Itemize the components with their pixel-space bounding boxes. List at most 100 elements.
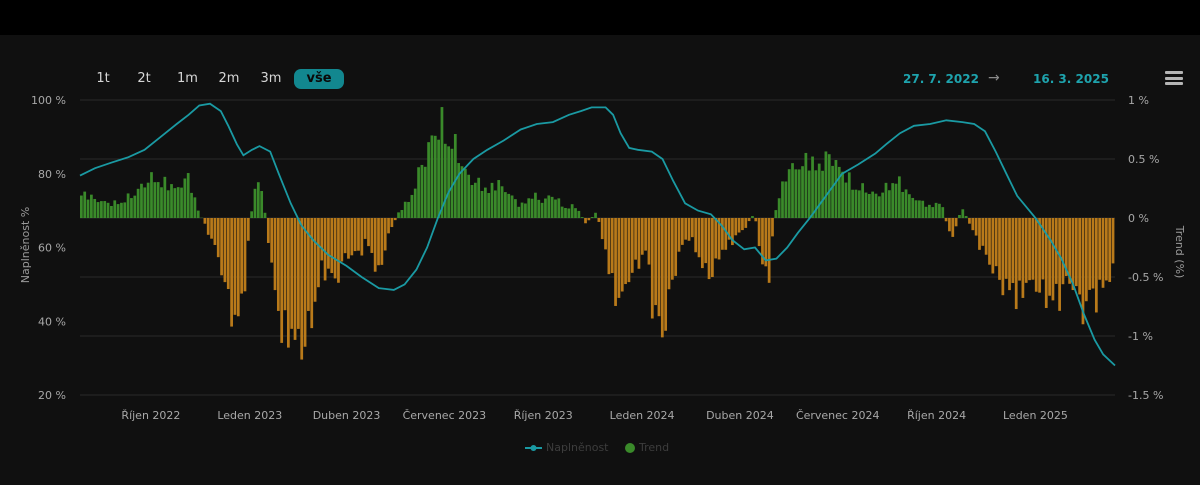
trend-bar [550,196,554,218]
range-button-4[interactable]: 3m [260,71,282,86]
trend-bar [634,218,637,260]
trend-bar [934,202,938,218]
trend-bar [96,202,100,218]
legend-item-naplnenost[interactable]: Naplněnost [546,441,609,454]
trend-bar [1058,218,1061,311]
trend-bar [430,135,434,218]
range-button-1[interactable]: 2t [137,71,151,86]
trend-bar [694,218,698,253]
trend-bar [350,218,354,256]
trend-bar [407,201,410,218]
trend-bar [203,218,207,224]
trend-bar [383,218,387,251]
trend-bar [854,189,858,218]
trend-bar [914,200,918,218]
trend-bar [340,218,344,262]
trend-bar [357,218,360,251]
hamburger-menu-icon[interactable] [1165,71,1183,85]
x-tick-label: Leden 2023 [217,409,282,422]
trend-bar [146,182,150,218]
trend-bar [807,170,811,218]
trend-bar [1038,218,1041,293]
range-button-3[interactable]: 2m [218,71,240,86]
trend-bar [390,218,394,228]
range-button-5[interactable]: vše [294,69,344,89]
trend-bar [480,190,484,218]
trend-bar [544,198,547,218]
trend-bar [741,218,744,231]
range-button-0[interactable]: 1t [96,71,110,86]
trend-bar [647,218,651,265]
trend-bar [507,193,511,218]
trend-bars [80,107,1115,360]
trend-bar [948,218,951,232]
trend-bar [387,218,390,234]
x-tick-label: Duben 2024 [706,409,774,422]
trend-bar [86,199,90,218]
trend-bar [821,170,824,218]
trend-bar [343,218,347,254]
trend-bar [637,218,641,269]
trend-bar [978,218,981,250]
trend-bar [590,217,594,218]
y2-tick-label: 0.5 % [1128,153,1159,166]
trend-bar [420,164,424,218]
trend-bar [988,218,991,265]
trend-bar [1108,218,1112,282]
trend-bar [968,218,971,224]
trend-bar [230,218,233,327]
trend-bar [534,192,537,218]
trend-bar [1018,218,1021,281]
trend-bar [911,197,915,218]
trend-bar [517,206,521,218]
trend-bar [246,218,250,241]
trend-bar [90,194,93,218]
trend-bar [891,183,895,218]
trend-bar [941,207,945,218]
date-to-field[interactable]: 16. 3. 2025 [1033,72,1109,86]
x-tick-label: Duben 2023 [313,409,381,422]
trend-bar [460,166,464,218]
trend-bar [330,218,334,274]
trend-bar [577,210,581,218]
trend-bar [837,166,841,218]
trend-bar [600,218,604,240]
trend-bar [674,218,678,276]
trend-bar [677,218,681,252]
trend-bar [1001,218,1005,296]
trend-bar [363,218,367,239]
trend-bar [433,135,437,218]
date-from-field[interactable]: 27. 7. 2022 [903,72,979,86]
trend-bar [847,172,851,218]
trend-bar [1091,218,1095,289]
trend-bar [630,218,634,273]
trend-bar [1068,218,1071,284]
trend-bar [864,192,868,218]
y2-axis-label: Trend (%) [1173,225,1186,279]
y2-tick-label: -1 % [1128,330,1153,343]
trend-bar [176,187,180,218]
trend-bar [861,183,864,218]
trend-bar [213,218,217,245]
trend-bar [834,160,838,218]
trend-bar [908,194,911,218]
y-tick-label: 40 % [38,315,66,328]
range-button-2[interactable]: 1m [177,71,198,86]
trend-bar [824,151,828,218]
trend-bar [964,216,968,218]
legend-item-trend[interactable]: Trend [639,441,670,454]
trend-bar [664,218,668,331]
trend-bar [273,218,277,291]
trend-bar [510,195,514,218]
trend-bar [297,218,300,329]
trend-bar [687,218,691,241]
trend-bar [1021,218,1025,298]
trend-bar [93,198,97,218]
trend-bar [310,218,314,329]
trend-bar [473,182,477,218]
trend-bar [767,218,771,283]
trend-bar [737,218,741,233]
trend-bar [680,218,684,245]
trend-bar [423,166,427,218]
trend-bar [1064,218,1068,277]
